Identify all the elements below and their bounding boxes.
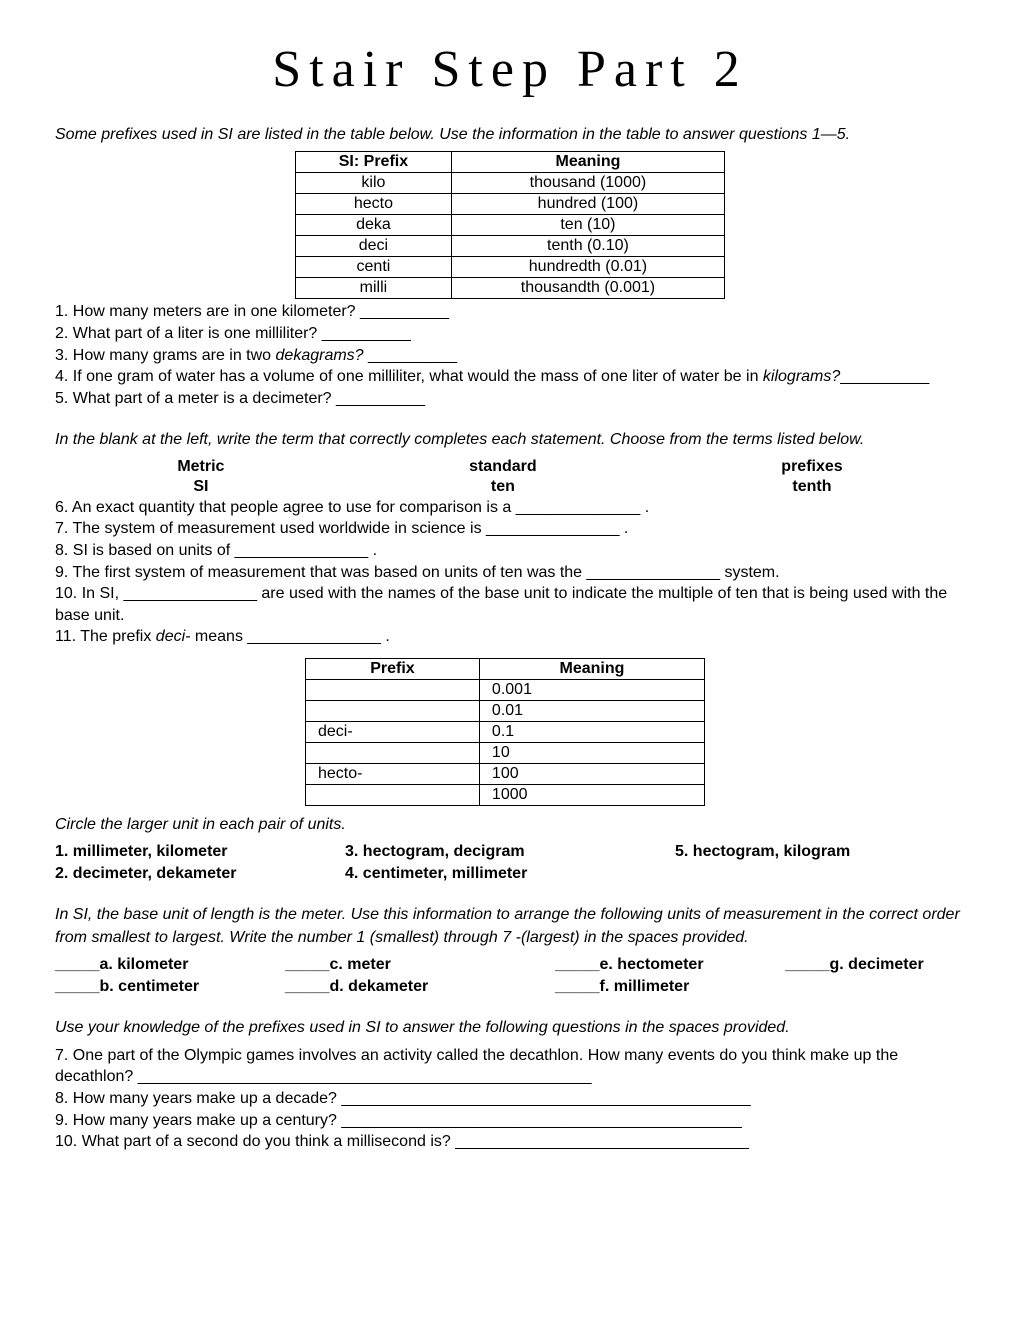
word-bank: MetricSI standardten prefixestenth (55, 457, 965, 497)
cell: centi (296, 257, 452, 278)
cell: deci- (306, 721, 480, 742)
th-prefix: Prefix (306, 658, 480, 679)
question-6: 6. An exact quantity that people agree t… (55, 497, 965, 519)
prefix-table-2: PrefixMeaning 0.001 0.01 deci-0.1 10 hec… (305, 658, 705, 806)
order-instructions: In SI, the base unit of length is the me… (55, 904, 965, 949)
pairs-row-1: 1. millimeter, kilometer3. hectogram, de… (55, 841, 965, 863)
question-7: 7. The system of measurement used worldw… (55, 518, 965, 540)
cell: 100 (479, 763, 704, 784)
cell: 10 (479, 742, 704, 763)
instructions-2: In the blank at the left, write the term… (55, 429, 965, 451)
cell: hecto- (306, 763, 480, 784)
question-10: 10. In SI, _______________ are used with… (55, 583, 965, 626)
cell: 0.1 (479, 721, 704, 742)
question-2: 2. What part of a liter is one millilite… (55, 323, 965, 345)
cell: tenth (0.10) (451, 236, 724, 257)
cell (306, 679, 480, 700)
final-q7: 7. One part of the Olympic games involve… (55, 1045, 965, 1088)
cell: hundredth (0.01) (451, 257, 724, 278)
cell: 1000 (479, 784, 704, 805)
question-4: 4. If one gram of water has a volume of … (55, 366, 965, 388)
cell: deka (296, 215, 452, 236)
cell (306, 742, 480, 763)
cell: milli (296, 278, 452, 299)
cell: deci (296, 236, 452, 257)
prefix-table-1: SI: PrefixMeaning kilothousand (1000) he… (295, 151, 725, 299)
page-title: Stair Step Part 2 (55, 40, 965, 99)
pairs-row-2: 2. decimeter, dekameter4. centimeter, mi… (55, 863, 965, 885)
cell: hecto (296, 194, 452, 215)
th-meaning: Meaning (451, 152, 724, 173)
final-q10: 10. What part of a second do you think a… (55, 1131, 965, 1153)
order-row-2: _____ b. centimeter _____ d. dekameter _… (55, 976, 965, 998)
cell (306, 784, 480, 805)
question-1: 1. How many meters are in one kilometer?… (55, 301, 965, 323)
final-q8: 8. How many years make up a decade? ____… (55, 1088, 965, 1110)
cell: thousandth (0.001) (451, 278, 724, 299)
question-11: 11. The prefix deci- means _____________… (55, 626, 965, 648)
question-8: 8. SI is based on units of _____________… (55, 540, 965, 562)
th-prefix: SI: Prefix (296, 152, 452, 173)
th-meaning: Meaning (479, 658, 704, 679)
cell: kilo (296, 173, 452, 194)
circle-instructions: Circle the larger unit in each pair of u… (55, 814, 965, 836)
cell: hundred (100) (451, 194, 724, 215)
final-q9: 9. How many years make up a century? ___… (55, 1110, 965, 1132)
question-5: 5. What part of a meter is a decimeter? … (55, 388, 965, 410)
cell: thousand (1000) (451, 173, 724, 194)
cell (306, 700, 480, 721)
cell: ten (10) (451, 215, 724, 236)
order-row-1: _____ a. kilometer _____ c. meter _____ … (55, 954, 965, 976)
intro-text: Some prefixes used in SI are listed in t… (55, 124, 965, 146)
final-instructions: Use your knowledge of the prefixes used … (55, 1017, 965, 1039)
cell: 0.01 (479, 700, 704, 721)
cell: 0.001 (479, 679, 704, 700)
question-9: 9. The first system of measurement that … (55, 562, 965, 584)
question-3: 3. How many grams are in two dekagrams? … (55, 345, 965, 367)
